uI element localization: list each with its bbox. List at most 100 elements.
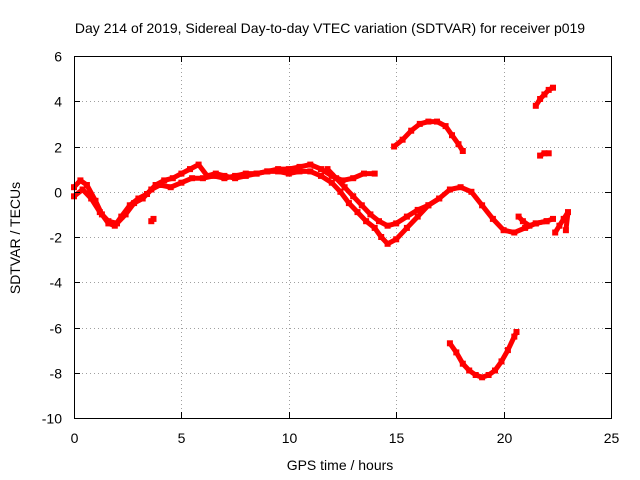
data-point bbox=[114, 220, 120, 227]
data-point bbox=[339, 177, 346, 184]
data-point bbox=[436, 195, 443, 202]
data-point bbox=[519, 218, 526, 225]
data-point bbox=[333, 175, 340, 182]
data-point bbox=[178, 170, 185, 177]
data-point bbox=[358, 202, 365, 209]
data-point bbox=[371, 170, 378, 177]
y-tick-label: -2 bbox=[50, 230, 63, 246]
data-point bbox=[131, 200, 138, 207]
data-point bbox=[77, 177, 84, 184]
series-lower-branch bbox=[71, 168, 443, 247]
data-point bbox=[187, 166, 193, 173]
data-point bbox=[285, 166, 292, 173]
series-arc-16h bbox=[391, 118, 466, 154]
data-point bbox=[350, 175, 357, 182]
data-point bbox=[83, 182, 90, 188]
data-point bbox=[341, 184, 348, 191]
data-point bbox=[414, 213, 421, 220]
data-point bbox=[459, 148, 466, 154]
series-line bbox=[71, 168, 442, 247]
y-tick-label: -10 bbox=[42, 411, 62, 427]
data-point bbox=[560, 215, 567, 222]
y-tick-label: 4 bbox=[54, 94, 62, 110]
data-point bbox=[511, 229, 518, 236]
data-point bbox=[96, 209, 103, 216]
data-point bbox=[537, 152, 544, 159]
data-point bbox=[414, 206, 421, 213]
data-point bbox=[253, 170, 260, 177]
data-point bbox=[199, 175, 206, 182]
data-point bbox=[139, 195, 146, 202]
data-point bbox=[500, 227, 507, 234]
data-point bbox=[324, 166, 331, 173]
y-tick-label: -4 bbox=[50, 275, 63, 291]
data-point bbox=[565, 209, 571, 216]
data-point bbox=[122, 211, 129, 218]
y-axis-title: SDTVAR / TECUs bbox=[7, 182, 23, 294]
data-point bbox=[457, 184, 464, 191]
data-point bbox=[541, 91, 548, 98]
data-point bbox=[393, 236, 400, 243]
data-point bbox=[453, 349, 460, 356]
data-point bbox=[169, 175, 176, 182]
data-point bbox=[337, 188, 344, 195]
data-point bbox=[221, 175, 228, 182]
data-point bbox=[161, 177, 168, 184]
data-point bbox=[416, 120, 423, 127]
data-point bbox=[275, 168, 282, 175]
series-fragment-23h bbox=[552, 209, 571, 236]
data-point bbox=[384, 222, 391, 229]
data-point bbox=[479, 202, 486, 209]
series-fragment-22h bbox=[537, 150, 552, 159]
data-point bbox=[371, 224, 378, 231]
data-point bbox=[472, 372, 479, 378]
data-point bbox=[391, 143, 398, 150]
data-point bbox=[361, 170, 367, 177]
x-axis-title: GPS time / hours bbox=[287, 457, 394, 473]
data-point bbox=[195, 161, 202, 168]
x-tick-label: 25 bbox=[604, 430, 620, 446]
data-point bbox=[285, 170, 292, 177]
data-point bbox=[515, 213, 522, 220]
data-point bbox=[532, 102, 539, 109]
data-point bbox=[498, 358, 505, 365]
series-outlier-3.6h bbox=[148, 215, 157, 225]
y-tick-labels: -10 -8 -6 -4 -2 0 2 4 6 bbox=[42, 49, 62, 427]
data-point bbox=[459, 360, 466, 367]
data-point bbox=[242, 170, 249, 177]
data-point bbox=[345, 200, 352, 207]
data-point bbox=[522, 224, 529, 231]
data-point bbox=[307, 168, 314, 175]
data-point bbox=[446, 186, 453, 193]
x-tick-label: 10 bbox=[282, 430, 298, 446]
data-point bbox=[376, 218, 382, 225]
data-point bbox=[403, 224, 410, 231]
series-negative-arc bbox=[446, 329, 520, 381]
data-point bbox=[526, 222, 533, 229]
series-upper-branch bbox=[324, 166, 556, 236]
series-line bbox=[391, 119, 466, 154]
data-point bbox=[148, 186, 155, 193]
data-point bbox=[264, 168, 271, 175]
data-point bbox=[532, 220, 539, 227]
x-tick-label: 20 bbox=[497, 430, 513, 446]
data-point bbox=[307, 161, 314, 168]
data-series bbox=[71, 84, 571, 381]
data-point bbox=[296, 163, 303, 170]
data-point bbox=[296, 168, 303, 175]
data-point bbox=[367, 211, 374, 218]
data-point bbox=[504, 347, 511, 354]
axis-ticks bbox=[74, 56, 612, 419]
data-point bbox=[178, 179, 185, 186]
y-tick-label: -6 bbox=[50, 321, 63, 337]
data-point bbox=[449, 132, 455, 139]
data-point bbox=[79, 186, 86, 193]
data-point bbox=[363, 218, 370, 225]
data-point bbox=[384, 240, 391, 247]
chart-title: Day 214 of 2019, Sidereal Day-to-day VTE… bbox=[75, 20, 585, 36]
data-point bbox=[425, 118, 432, 125]
data-point bbox=[210, 172, 217, 179]
data-point bbox=[511, 333, 518, 340]
data-point bbox=[156, 182, 163, 188]
data-point bbox=[550, 215, 556, 222]
